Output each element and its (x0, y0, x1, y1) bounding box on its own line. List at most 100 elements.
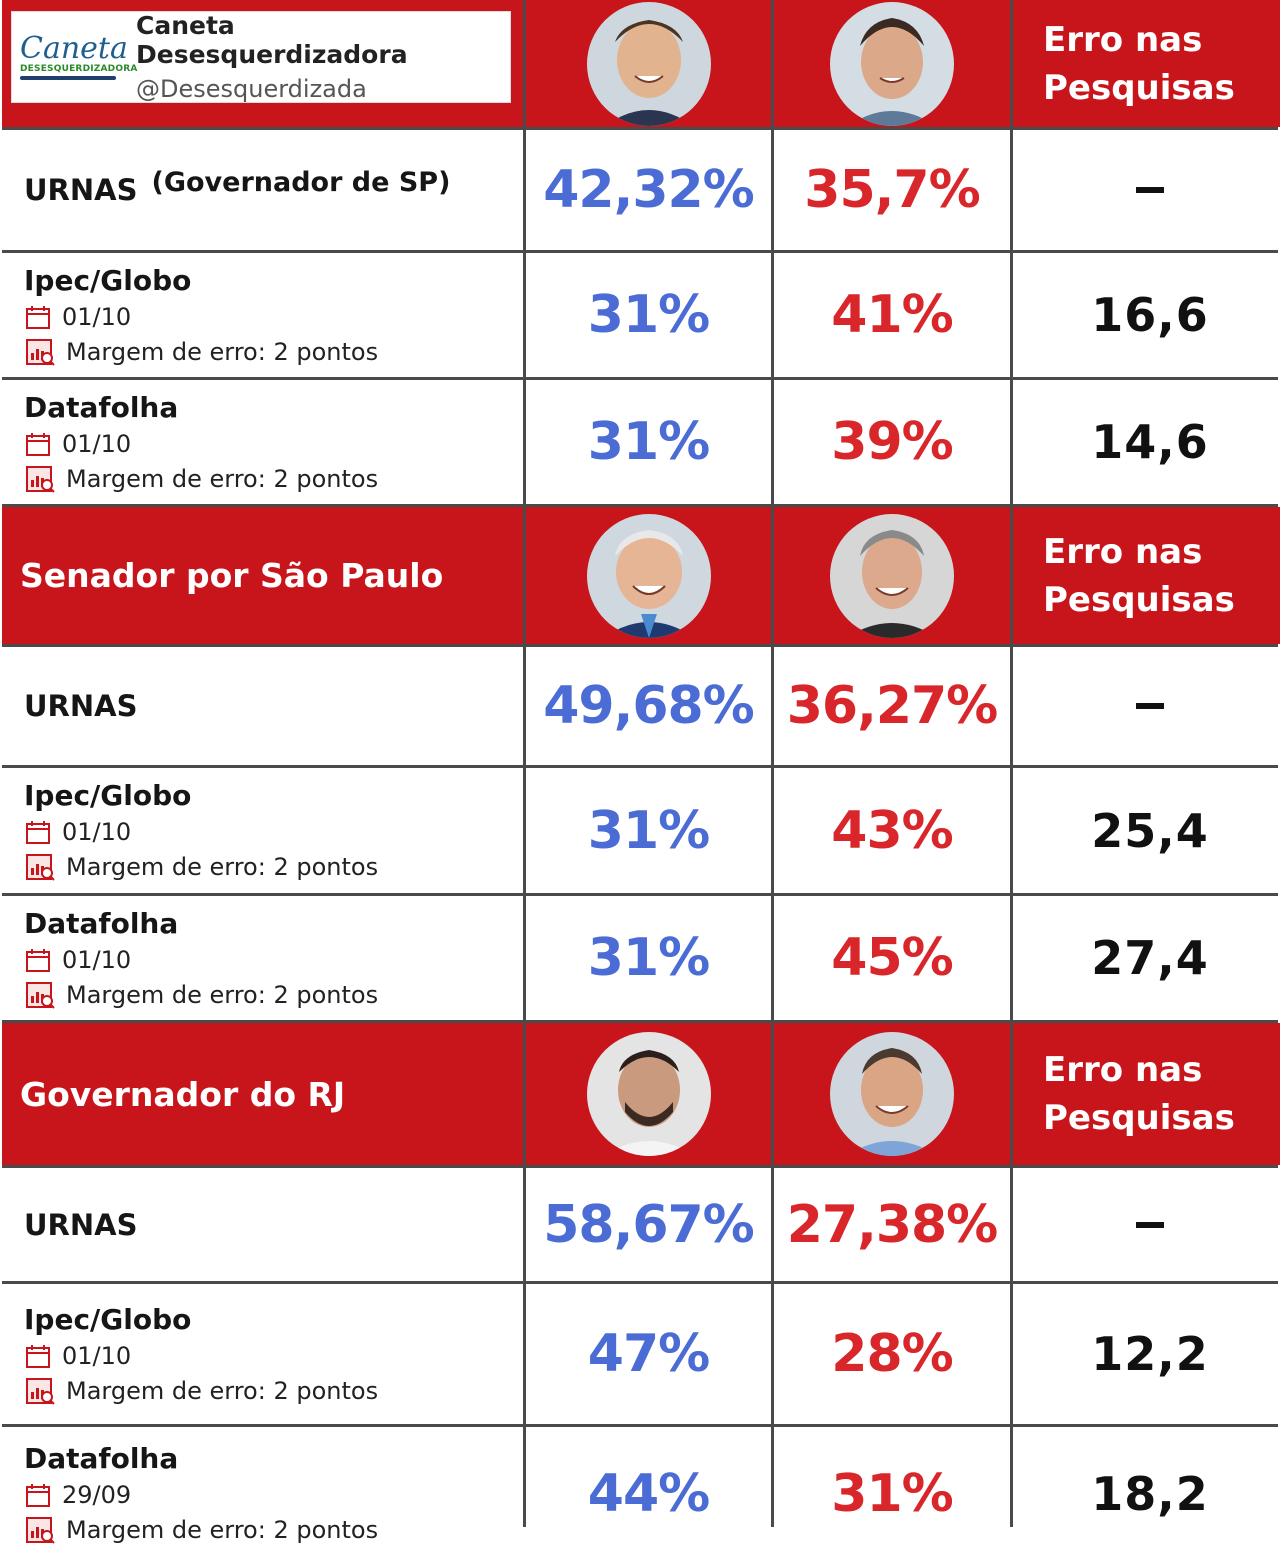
error-header-line1: Erro nas (1043, 1050, 1203, 1090)
urnas-label-cell: URNAS (2, 1168, 523, 1281)
poll-value-b: 45% (774, 896, 1010, 1020)
logo-subtitle: DESESQUERDIZADORA (20, 64, 138, 74)
account-badge: Caneta DESESQUERDIZADORA Caneta Desesque… (11, 11, 511, 103)
poll-name: Ipec/Globo (24, 779, 192, 812)
account-name: Caneta Desesquerdizadora (136, 11, 408, 69)
avatar (586, 1032, 711, 1156)
poll-error: 14,6 (1013, 380, 1280, 504)
urnas-value-a: 58,67% (526, 1168, 771, 1281)
urnas-paren: (Governador de SP) (151, 166, 451, 198)
error-header-line2: Pesquisas (1043, 1098, 1235, 1138)
dash-mark: - (1136, 187, 1164, 193)
chart-magnifier-icon (24, 464, 56, 494)
poll-label-cell: Ipec/Globo 01/10 Margem de erro: 2 ponto… (2, 1284, 523, 1424)
poll-name: Datafolha (24, 1442, 179, 1475)
poll-error: 25,4 (1013, 768, 1280, 893)
pen-icon (20, 76, 116, 80)
urnas-label-cell: URNAS (Governador de SP) (2, 130, 523, 250)
error-header-line1: Erro nas (1043, 531, 1203, 572)
poll-error: 12,2 (1013, 1284, 1280, 1424)
poll-name: Datafolha (24, 906, 179, 940)
calendar-icon (24, 819, 52, 845)
urnas-label-cell: URNAS (2, 647, 523, 765)
poll-date: 01/10 (62, 1341, 132, 1370)
logo-script: Caneta (20, 31, 128, 66)
avatar (830, 1, 954, 126)
section-header-senator: Senador por São Paulo (2, 507, 523, 644)
poll-name: Ipec/Globo (24, 1302, 192, 1336)
urnas-value-b: 35,7% (774, 130, 1010, 250)
calendar-icon (24, 304, 52, 330)
poll-date: 01/10 (62, 429, 132, 458)
poll-value-b: 41% (774, 253, 1010, 377)
candidate-a-avatar-cell (526, 507, 771, 644)
section-title: Governador do RJ (20, 1074, 346, 1114)
poll-value-a: 44% (526, 1427, 771, 1560)
calendar-icon (24, 1343, 52, 1369)
chart-magnifier-icon (24, 1376, 56, 1406)
error-header: Erro nas Pesquisas (1013, 0, 1280, 127)
urnas-value-a: 42,32% (526, 130, 771, 250)
poll-value-a: 31% (526, 768, 771, 893)
poll-name: Ipec/Globo (24, 263, 192, 297)
poll-error: 18,2 (1013, 1427, 1280, 1560)
candidate-a-avatar-cell (526, 0, 771, 127)
poll-label-cell: Datafolha 29/09 Margem de erro: 2 pontos (2, 1427, 523, 1560)
account-handle: @Desesquerdizada (136, 75, 367, 103)
poll-value-b: 39% (774, 380, 1010, 504)
urnas-error-dash: - (1013, 647, 1280, 765)
error-header-line1: Erro nas (1043, 19, 1203, 60)
poll-label-cell: Datafolha 01/10 Margem de erro: 2 pontos (2, 380, 523, 504)
poll-margin: Margem de erro: 2 pontos (66, 1516, 379, 1544)
candidate-b-avatar-cell (774, 507, 1010, 644)
candidate-b-avatar-cell (774, 0, 1010, 127)
candidate-a-avatar-cell (526, 1023, 771, 1165)
dash-mark: - (1136, 1221, 1164, 1228)
poll-value-b: 31% (774, 1427, 1010, 1560)
calendar-icon (24, 947, 52, 973)
poll-value-b: 43% (774, 768, 1010, 893)
urnas-error-dash: - (1013, 130, 1280, 250)
section-title: Senador por São Paulo (20, 556, 444, 595)
chart-magnifier-icon (24, 852, 56, 882)
avatar (586, 1, 711, 126)
caneta-logo: Caneta DESESQUERDIZADORA (20, 27, 138, 87)
urnas-value-a: 49,68% (526, 647, 771, 765)
urnas-label: URNAS (24, 1207, 138, 1242)
chart-magnifier-icon (24, 337, 56, 367)
candidate-b-avatar-cell (774, 1023, 1010, 1165)
poll-margin: Margem de erro: 2 pontos (66, 853, 379, 881)
poll-name: Datafolha (24, 390, 179, 424)
calendar-icon (24, 431, 52, 457)
poll-margin: Margem de erro: 2 pontos (66, 337, 379, 366)
error-header-line2: Pesquisas (1043, 67, 1235, 108)
dash-mark: - (1136, 703, 1164, 709)
calendar-icon (24, 1482, 52, 1508)
poll-date: 01/10 (62, 818, 132, 846)
urnas-value-b: 36,27% (774, 647, 1010, 765)
urnas-value-b: 27,38% (774, 1168, 1010, 1281)
avatar (830, 513, 954, 638)
chart-magnifier-icon (24, 1515, 56, 1545)
urnas-label: URNAS (24, 173, 138, 207)
urnas-error-dash: - (1013, 1168, 1280, 1281)
poll-label-cell: Ipec/Globo 01/10 Margem de erro: 2 ponto… (2, 253, 523, 377)
avatar (830, 1032, 954, 1156)
section-header-rj-governor: Governador do RJ (2, 1023, 523, 1165)
poll-value-a: 31% (526, 253, 771, 377)
urnas-label: URNAS (24, 689, 138, 723)
poll-label-cell: Ipec/Globo 01/10 Margem de erro: 2 ponto… (2, 768, 523, 893)
poll-label-cell: Datafolha 01/10 Margem de erro: 2 pontos (2, 896, 523, 1020)
poll-date: 29/09 (62, 1481, 132, 1509)
poll-date: 01/10 (62, 302, 132, 331)
poll-margin: Margem de erro: 2 pontos (66, 464, 379, 493)
poll-value-a: 47% (526, 1284, 771, 1424)
poll-error: 27,4 (1013, 896, 1280, 1020)
poll-value-b: 28% (774, 1284, 1010, 1424)
error-header: Erro nas Pesquisas (1013, 1023, 1280, 1165)
poll-margin: Margem de erro: 2 pontos (66, 1376, 379, 1405)
poll-margin: Margem de erro: 2 pontos (66, 980, 379, 1009)
poll-error: 16,6 (1013, 253, 1280, 377)
